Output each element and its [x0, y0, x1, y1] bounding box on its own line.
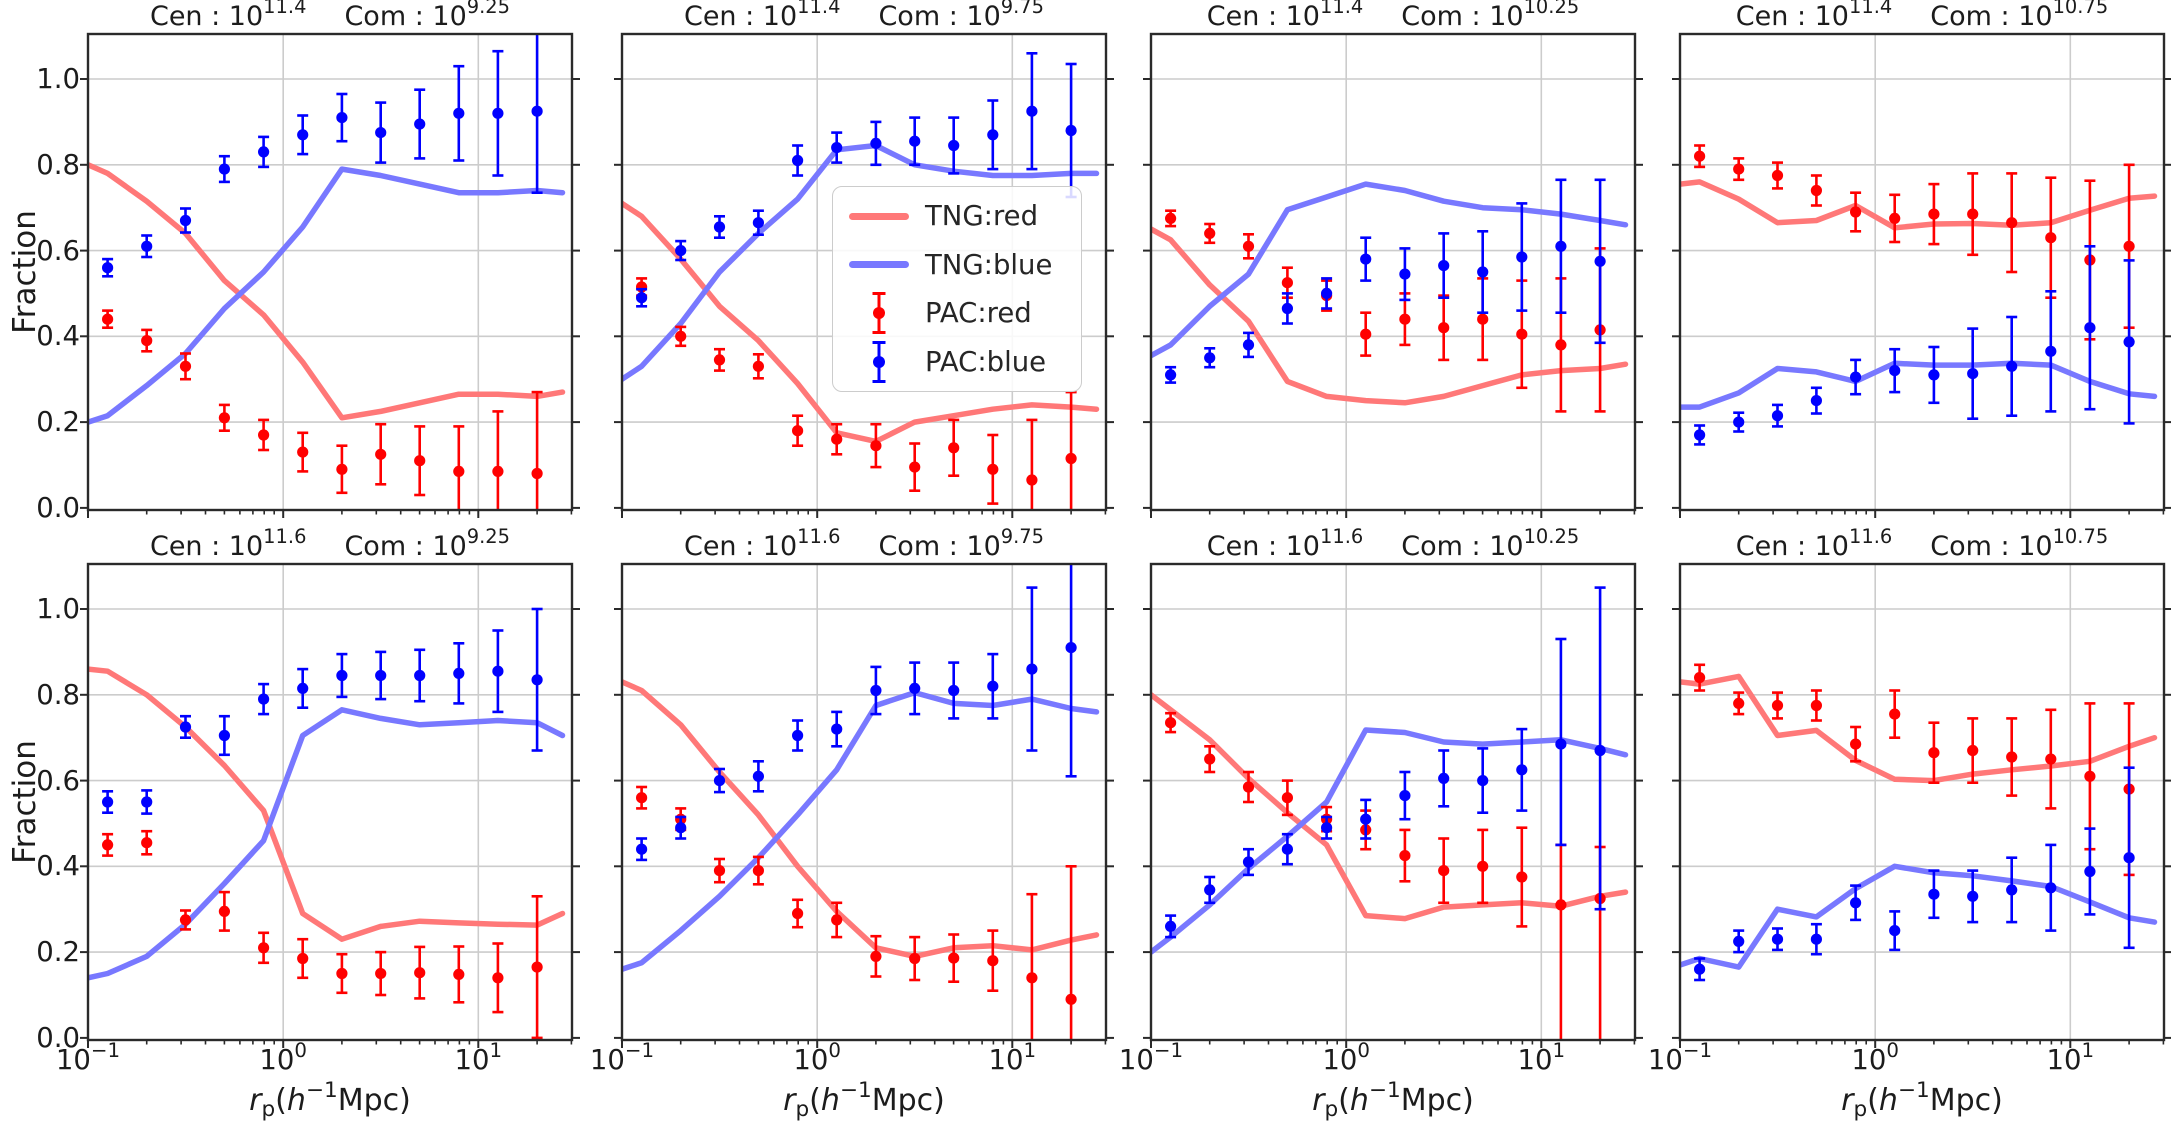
- pac-blue-points: [636, 51, 1077, 308]
- panel-r1c0: [80, 562, 580, 1048]
- ticks: [1672, 608, 2171, 1048]
- tng-red-line-sample: [849, 212, 909, 220]
- ticks: [80, 78, 580, 518]
- gridlines: [1151, 34, 1635, 510]
- panel-r1c3: [1672, 562, 2171, 1048]
- tng-red-line: [1680, 673, 2158, 784]
- pac-blue-points: [1694, 245, 2135, 446]
- pac-blue-points: [636, 564, 1077, 862]
- pac-red-points: [636, 785, 1077, 1040]
- tng-blue-line: [1680, 360, 2158, 410]
- pac-blue-points: [102, 607, 543, 815]
- panel-r1c2: [1143, 562, 1643, 1048]
- tng-red-line: [1680, 179, 2158, 231]
- tng-red-line: [88, 162, 566, 421]
- tng-blue-line: [1151, 181, 1629, 359]
- legend-label: TNG:blue: [925, 248, 1053, 281]
- tng-blue-line: [622, 689, 1100, 972]
- axes-frame: [1678, 32, 2166, 512]
- panel-r0c3: [1672, 32, 2171, 518]
- tng-blue-line: [1151, 727, 1629, 955]
- pac-red-points: [636, 277, 1077, 510]
- tng-blue-line: [88, 707, 566, 981]
- gridlines: [1680, 564, 2164, 1040]
- ticks: [80, 608, 580, 1048]
- pac-blue-points: [1165, 178, 1606, 384]
- gridlines: [88, 34, 572, 510]
- pac-red-points: [102, 829, 543, 1040]
- legend-row-pac-red: PAC:red: [833, 290, 1081, 336]
- tng-red-line: [1151, 692, 1629, 922]
- legend-row-pac-blue: PAC:blue: [833, 339, 1081, 385]
- tng-blue-line: [622, 142, 1100, 382]
- ticks: [1672, 78, 2171, 518]
- ticks: [614, 608, 1114, 1048]
- axes-frame: [86, 32, 574, 512]
- legend-label: PAC:blue: [925, 345, 1047, 378]
- tng-blue-line: [88, 166, 566, 425]
- tng-red-line: [622, 679, 1100, 960]
- ticks: [614, 78, 1114, 518]
- pac-red-points: [1694, 663, 2135, 877]
- pac-blue-errorbar-sample: [871, 340, 887, 384]
- legend-label: PAC:red: [925, 297, 1032, 330]
- tng-red-line: [622, 200, 1100, 445]
- pac-red-points: [1165, 209, 1606, 413]
- legend-label: TNG:red: [925, 200, 1039, 233]
- gridlines: [622, 564, 1106, 1040]
- legend-row-tng-blue: TNG:blue: [833, 242, 1081, 288]
- axes-frame: [1678, 562, 2166, 1042]
- pac-red-points: [102, 309, 543, 510]
- panel-r0c1: [614, 32, 1114, 518]
- legend: TNG:red TNG:blue PAC:red PAC:blue: [832, 186, 1082, 392]
- pac-blue-points: [1694, 766, 2135, 982]
- pac-red-points: [1694, 144, 2135, 341]
- tng-blue-line-sample: [849, 261, 909, 269]
- tng-red-line: [88, 666, 566, 942]
- axes-frame: [1149, 562, 1637, 1042]
- pac-blue-points: [1165, 586, 1606, 939]
- axes-frame: [620, 562, 1108, 1042]
- legend-row-tng-red: TNG:red: [833, 193, 1081, 239]
- axes-frame: [86, 562, 574, 1042]
- pac-red-errorbar-sample: [871, 291, 887, 335]
- gridlines: [88, 564, 572, 1040]
- panel-r1c1: [614, 562, 1114, 1048]
- gridlines: [1151, 564, 1635, 1040]
- ticks: [1143, 78, 1643, 518]
- tng-blue-line: [1680, 863, 2158, 970]
- panel-r0c2: [1143, 32, 1643, 518]
- axes-frame: [1149, 32, 1637, 512]
- axes-frame: [620, 32, 1108, 512]
- gridlines: [1680, 34, 2164, 510]
- panel-r0c0: [80, 32, 580, 518]
- tng-red-line: [1151, 226, 1629, 406]
- ticks: [1143, 608, 1643, 1048]
- pac-blue-points: [102, 34, 543, 278]
